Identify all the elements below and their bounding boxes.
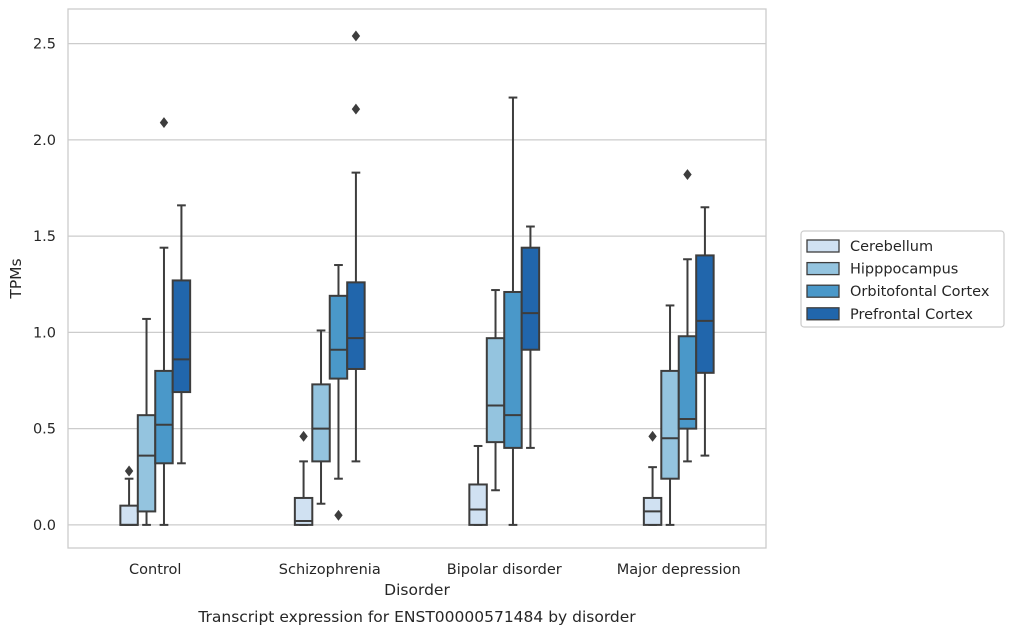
box: [520, 246, 541, 351]
box: [119, 504, 139, 526]
y-tick-label: 0.5: [33, 422, 56, 438]
box-group: [154, 117, 174, 526]
box-group: [119, 465, 139, 526]
y-tick-label: 1.5: [33, 229, 56, 245]
x-tick-label: Schizophrenia: [279, 562, 381, 578]
outlier-point: [124, 465, 134, 477]
box: [695, 254, 715, 374]
outlier-point: [351, 30, 361, 42]
x-tick-label: Bipolar disorder: [447, 562, 562, 578]
box-groups: [119, 30, 715, 526]
box: [154, 369, 174, 465]
legend-frame: [800, 230, 1005, 328]
y-tick-label: 2.5: [33, 37, 56, 53]
legend-label: Prefrontal Cortex: [850, 307, 973, 323]
x-tick-label: Control: [129, 562, 181, 578]
box: [136, 414, 157, 513]
box-group: [136, 317, 157, 526]
outlier-point: [299, 430, 308, 442]
box: [468, 483, 488, 526]
y-tick-label: 2.0: [33, 133, 56, 149]
legend: Cerebellum Hipppocampus Orbitofontal Corte…: [800, 230, 1005, 328]
legend-label: Orbitofontal Cortex: [850, 284, 990, 300]
legend-swatch: [806, 239, 840, 253]
box: [346, 281, 366, 370]
y-tick-label: 1.0: [33, 325, 56, 341]
box-group: [677, 169, 698, 463]
outlier-point: [159, 117, 169, 129]
box-group: [468, 444, 488, 526]
box: [485, 337, 506, 444]
y-tick-label: 0.0: [33, 518, 56, 534]
box: [171, 279, 192, 394]
outlier-point: [351, 103, 361, 115]
legend-swatch: [806, 261, 840, 276]
box: [660, 369, 680, 480]
chart-caption: Transcript expression for ENST0000057148…: [197, 608, 636, 626]
box: [503, 290, 523, 449]
box-group: [328, 264, 349, 521]
plot-frame: [67, 8, 767, 549]
box: [328, 294, 349, 380]
legend-swatch: [806, 284, 840, 298]
x-tick-label: Major depression: [617, 562, 741, 578]
box-group: [520, 225, 541, 449]
legend-label: Hipppocampus: [850, 262, 958, 278]
box-group: [642, 430, 663, 526]
box-group: [311, 329, 331, 505]
outlier-point: [683, 169, 692, 181]
legend-label: Cerebellum: [850, 239, 933, 255]
box: [311, 383, 331, 463]
x-axis-label: Disorder: [384, 581, 450, 599]
box: [293, 496, 314, 526]
outlier-point: [334, 509, 343, 521]
box: [677, 335, 698, 430]
outlier-point: [648, 430, 657, 442]
box-group: [293, 430, 314, 526]
box-group: [503, 96, 523, 526]
legend-swatch: [806, 307, 840, 321]
x-tick-labels: Control Schizophrenia Bipolar disorder Majo…: [129, 562, 741, 578]
box-group: [695, 206, 715, 457]
box-group: [171, 204, 192, 465]
y-tick-labels: 0.0 0.5 1.0 1.5 2.0 2.5: [33, 37, 56, 534]
box-group: [660, 304, 680, 526]
box-group: [346, 30, 366, 463]
y-axis-label: TPMs: [7, 258, 25, 299]
